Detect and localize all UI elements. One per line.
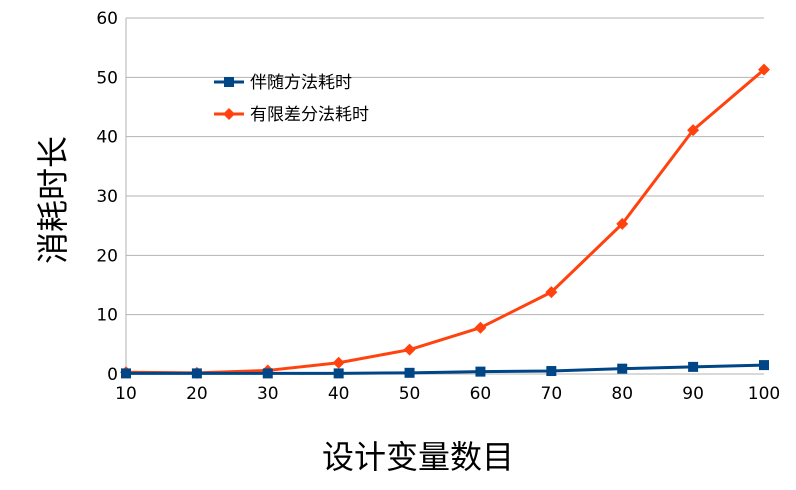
- y-axis-title: 消耗时长: [34, 136, 72, 264]
- x-tick-label: 60: [470, 384, 492, 404]
- data-point-1-100: [759, 360, 769, 371]
- x-tick-label: 20: [186, 384, 208, 404]
- x-axis-title: 设计变量数目: [322, 438, 514, 476]
- data-point-2-40: [332, 356, 345, 369]
- x-tick-label: 30: [257, 384, 279, 404]
- series-1: [121, 360, 769, 379]
- y-tick-label: 10: [96, 306, 118, 326]
- x-tick-label: 40: [328, 384, 350, 404]
- x-tick-label: 80: [611, 384, 633, 404]
- y-tick-label: 30: [96, 187, 118, 207]
- x-tick-label: 10: [115, 384, 137, 404]
- y-tick-label: 0: [107, 365, 118, 385]
- data-point-1-10: [121, 368, 131, 379]
- y-tick-label: 50: [96, 68, 118, 88]
- x-tick-label: 50: [399, 384, 421, 404]
- grid-lines: [126, 17, 764, 316]
- data-point-1-70: [546, 366, 557, 377]
- data-point-1-60: [475, 366, 486, 377]
- y-tick-label: 20: [96, 246, 118, 266]
- data-point-2-100: [758, 63, 770, 76]
- x-tick-label: 100: [748, 384, 780, 404]
- y-tick-label: 60: [96, 9, 118, 29]
- data-point-1-30: [262, 368, 273, 379]
- data-point-2-50: [403, 343, 416, 356]
- legend-item-2: 有限差分法耗时: [214, 105, 369, 125]
- data-point-2-90: [687, 124, 700, 137]
- data-point-1-50: [404, 367, 415, 378]
- data-point-1-90: [688, 361, 699, 372]
- legend-swatch-marker: [223, 108, 235, 120]
- legend-label: 伴随方法耗时: [250, 73, 352, 93]
- data-point-2-80: [616, 217, 629, 230]
- series-line-1: [126, 363, 765, 375]
- y-tick-label: 40: [96, 128, 118, 148]
- legend-label: 有限差分法耗时: [250, 105, 369, 125]
- legend-item-1: 伴随方法耗时: [214, 73, 352, 93]
- data-point-1-40: [333, 368, 344, 379]
- series-2: [120, 63, 770, 379]
- x-tick-label: 90: [682, 384, 704, 404]
- data-point-1-80: [617, 363, 628, 374]
- legend-swatch-marker: [224, 77, 234, 87]
- data-point-1-20: [191, 368, 202, 379]
- series-line-2: [125, 68, 765, 375]
- series-lines: [120, 63, 770, 379]
- data-point-2-60: [474, 321, 487, 334]
- x-tick-label: 70: [541, 384, 563, 404]
- data-point-2-70: [545, 286, 558, 299]
